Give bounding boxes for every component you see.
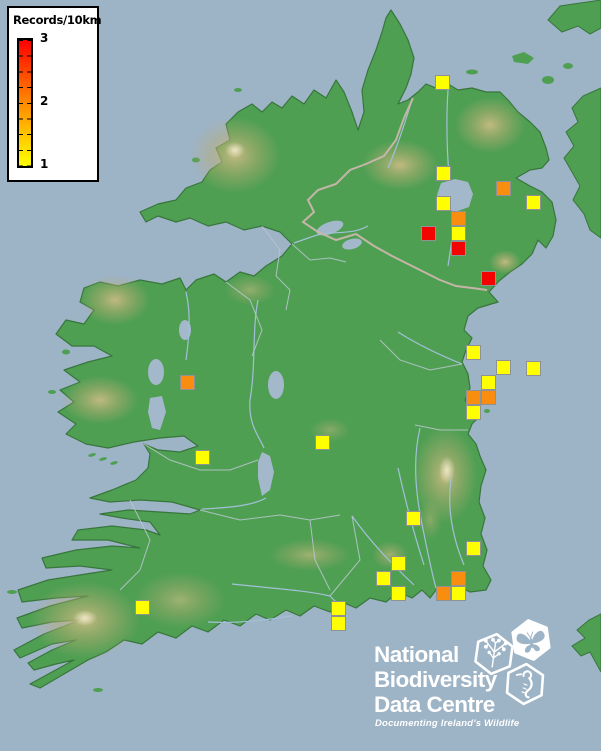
record-cell[interactable] <box>451 586 466 601</box>
record-cell[interactable] <box>436 166 451 181</box>
legend-color-scale <box>17 38 33 168</box>
record-cell[interactable] <box>481 390 496 405</box>
legend-panel: Records/10km 3 2 1 <box>7 6 102 182</box>
record-cell[interactable] <box>526 361 541 376</box>
record-cell[interactable] <box>376 571 391 586</box>
record-cell[interactable] <box>391 586 406 601</box>
legend-mid-label: 2 <box>40 94 49 108</box>
record-cell[interactable] <box>526 195 541 210</box>
legend-ticks-left <box>19 40 23 166</box>
butterfly-hexagon-icon <box>511 619 551 661</box>
ni-border <box>301 97 488 291</box>
record-cell[interactable] <box>451 571 466 586</box>
record-cell[interactable] <box>315 435 330 450</box>
record-cell[interactable] <box>466 405 481 420</box>
record-cell[interactable] <box>391 556 406 571</box>
legend-min-label: 1 <box>40 157 49 171</box>
record-cell[interactable] <box>496 181 511 196</box>
nbdc-logo-tagline: Documenting Ireland's Wildlife <box>375 718 520 729</box>
record-cell[interactable] <box>466 345 481 360</box>
record-cell[interactable] <box>436 196 451 211</box>
logo-line-3: Data Centre <box>374 692 495 717</box>
record-cell[interactable] <box>451 211 466 226</box>
logo-line-1: National <box>374 642 459 667</box>
record-cell[interactable] <box>435 75 450 90</box>
record-cell[interactable] <box>135 600 150 615</box>
record-cell[interactable] <box>406 511 421 526</box>
nbdc-logo-text: National Biodiversity Data Centre <box>374 642 497 717</box>
county-boundaries <box>119 225 468 597</box>
record-cell[interactable] <box>466 390 481 405</box>
record-cell[interactable] <box>481 271 496 286</box>
record-cell[interactable] <box>331 601 346 616</box>
legend-title: Records/10km <box>13 13 102 27</box>
record-cell[interactable] <box>436 586 451 601</box>
britain-coast <box>542 0 601 673</box>
logo-line-2: Biodiversity <box>374 667 497 692</box>
record-cell[interactable] <box>180 375 195 390</box>
legend-ticks-right <box>27 40 31 166</box>
hillshade <box>30 97 525 658</box>
record-cell[interactable] <box>331 616 346 631</box>
lakes <box>148 179 473 496</box>
record-cell[interactable] <box>195 450 210 465</box>
tree-hexagon-icon <box>474 632 514 676</box>
nbdc-hexagon-icons <box>474 619 551 706</box>
record-cell[interactable] <box>451 241 466 256</box>
record-cell[interactable] <box>496 360 511 375</box>
record-cell[interactable] <box>451 226 466 241</box>
offshore-islands <box>7 52 534 692</box>
seahorse-hexagon-icon <box>505 662 545 706</box>
nbdc-logo: National Biodiversity Data Centre Docume… <box>372 616 572 746</box>
record-cell[interactable] <box>466 541 481 556</box>
legend-max-label: 3 <box>40 31 49 45</box>
record-cell[interactable] <box>481 375 496 390</box>
record-cell[interactable] <box>421 226 436 241</box>
